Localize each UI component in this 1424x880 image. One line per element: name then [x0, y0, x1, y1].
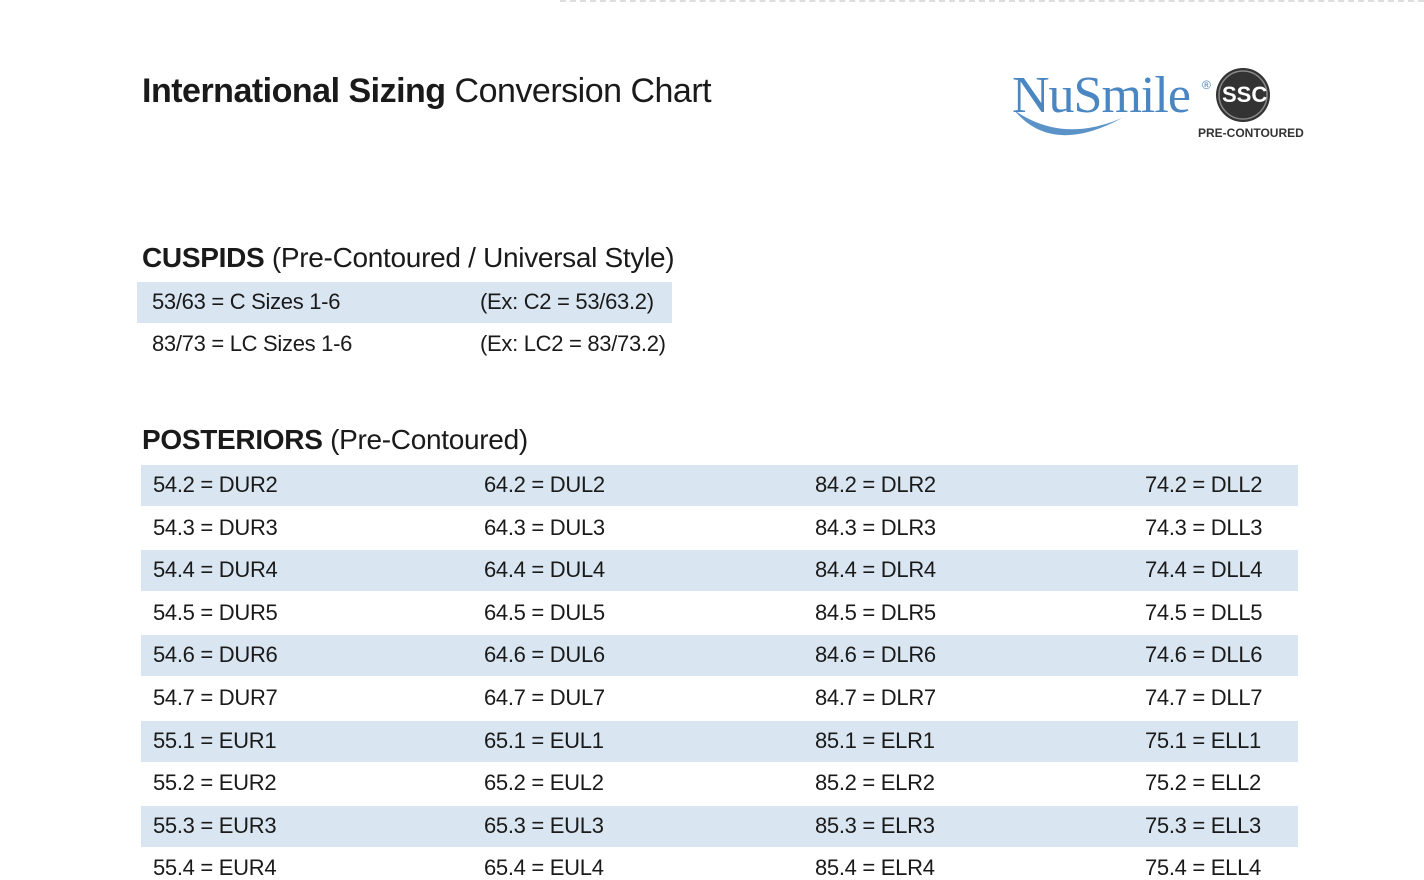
cell: 74.6 = DLL6 [1145, 642, 1263, 668]
cell: 84.5 = DLR5 [815, 599, 936, 625]
cell: 65.1 = EUL1 [484, 727, 604, 753]
row-band [137, 282, 672, 323]
row-band [141, 720, 1298, 762]
cell: 64.5 = DUL5 [484, 599, 605, 625]
title-bold: International Sizing [142, 72, 446, 110]
row-band [141, 805, 1298, 847]
cell: 55.1 = EUR1 [153, 727, 277, 753]
logo-badge: SSC [1222, 82, 1268, 107]
cell: 85.3 = ELR3 [815, 812, 935, 838]
row-band [141, 635, 1298, 677]
posteriors-heading: POSTERIORS (Pre-Contoured) [142, 424, 528, 456]
title: International Sizing Conversion Chart [142, 72, 712, 111]
cell: 74.5 = DLL5 [1145, 599, 1263, 625]
cell: 75.2 = ELL2 [1145, 770, 1261, 796]
cell: 74.3 = DLL3 [1145, 514, 1263, 540]
logo-brand: NuSmile [1012, 67, 1191, 124]
cell: 54.7 = DUR7 [153, 685, 278, 710]
title-rest: Conversion Chart [454, 72, 712, 110]
cell: 55.4 = EUR4 [153, 855, 277, 880]
cell: 74.7 = DLL7 [1145, 685, 1263, 710]
cell: 84.3 = DLR3 [815, 514, 936, 540]
cell: 64.2 = DUL2 [484, 472, 605, 497]
cell: 53/63 = C Sizes 1-6 [152, 289, 341, 314]
cut-line [560, 0, 1424, 2]
cell: 84.7 = DLR7 [815, 685, 936, 710]
cuspids-heading: CUSPIDS (Pre-Contoured / Universal Style… [142, 242, 675, 274]
cell: (Ex: C2 = 53/63.2) [480, 289, 654, 314]
cell: 54.4 = DUR4 [153, 557, 278, 583]
cell: 65.3 = EUL3 [484, 812, 604, 838]
cell: 64.4 = DUL4 [484, 557, 605, 583]
cell: 64.6 = DUL6 [484, 642, 605, 668]
cell: 54.5 = DUR5 [153, 599, 278, 625]
heading-sub: (Pre-Contoured) [330, 424, 528, 455]
cell: 65.4 = EUL4 [484, 855, 604, 880]
cell: 83/73 = LC Sizes 1-6 [152, 331, 353, 356]
cell: 54.6 = DUR6 [153, 642, 278, 668]
cell: 84.6 = DLR6 [815, 642, 936, 668]
heading-bold: CUSPIDS [142, 242, 265, 273]
cell: 75.4 = ELL4 [1145, 855, 1261, 880]
cell: 64.7 = DUL7 [484, 685, 605, 710]
cell: 74.4 = DLL4 [1145, 557, 1263, 583]
logo-tagline: PRE-CONTOURED [1198, 126, 1304, 140]
cell: 54.3 = DUR3 [153, 514, 278, 540]
cell: 64.3 = DUL3 [484, 514, 605, 540]
heading-sub: (Pre-Contoured / Universal Style) [271, 242, 675, 273]
logo-swoosh [1014, 68, 1270, 136]
cell: 85.1 = ELR1 [815, 727, 935, 753]
cell: 54.2 = DUR2 [153, 472, 278, 497]
cell: 84.2 = DLR2 [815, 472, 936, 497]
page: International Sizing Conversion Chart Nu… [137, 0, 1424, 879]
cell: 74.2 = DLL2 [1145, 472, 1263, 497]
cell: 85.2 = ELR2 [815, 770, 935, 796]
cell: 85.4 = ELR4 [815, 855, 935, 880]
row-band [141, 550, 1298, 592]
logo-registered: ® [1202, 78, 1211, 92]
heading-bold: POSTERIORS [142, 424, 323, 455]
cell: (Ex: LC2 = 83/73.2) [480, 331, 666, 356]
cell: 75.3 = ELL3 [1145, 812, 1261, 838]
cell: 55.2 = EUR2 [153, 770, 277, 796]
row-band [141, 465, 1298, 506]
cell: 65.2 = EUL2 [484, 770, 604, 796]
cell: 55.3 = EUR3 [153, 812, 277, 838]
cell: 75.1 = ELL1 [1145, 727, 1261, 753]
cell: 84.4 = DLR4 [815, 557, 936, 583]
